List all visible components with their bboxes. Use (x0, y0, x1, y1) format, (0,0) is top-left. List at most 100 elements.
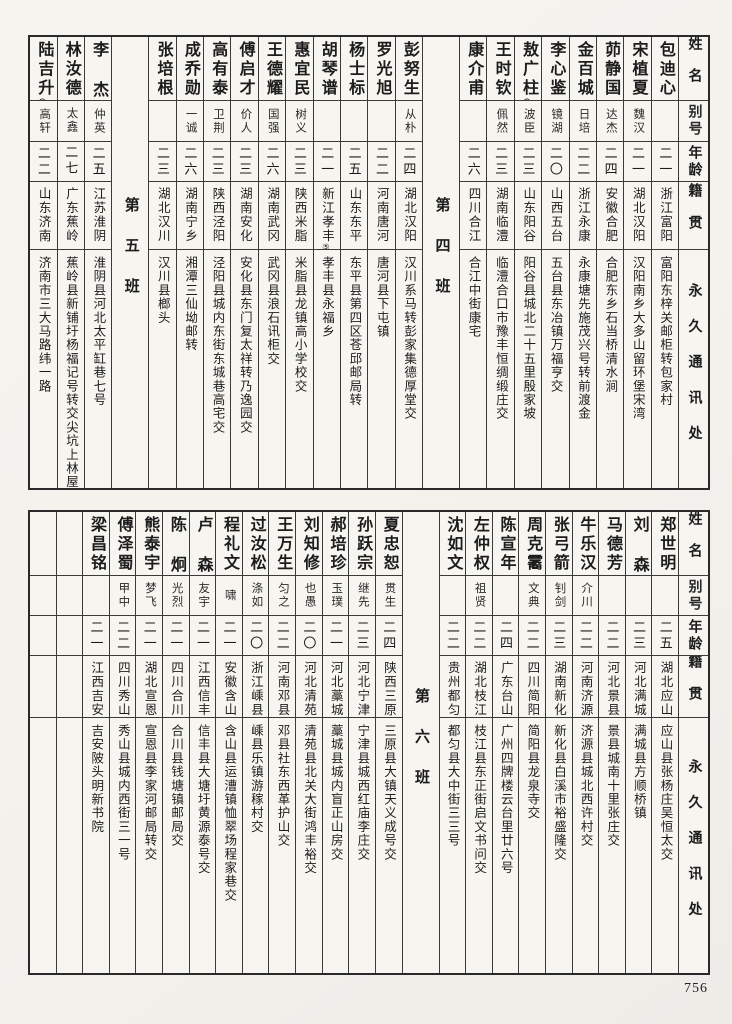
native-cell-text: 安徽合肥 (603, 187, 618, 243)
header-address-text: 永久通讯处 (686, 282, 702, 462)
native-cell-text: 湖南临澧 (493, 187, 508, 243)
age-cell: 二二 (466, 616, 492, 656)
native-cell-text: 山东济南 (36, 187, 51, 243)
alias-cell-text: 继先 (356, 582, 369, 609)
native-cell: 安徽合肥 (596, 182, 624, 250)
name-cell: 周克霱 (519, 512, 545, 576)
person-column: 高有泰 卫荆 二三 陕西泾阳 泾阳县城内东街东城巷高宅交 (203, 37, 231, 488)
person-column: 程礼文啸二一 安徽含山 含山县运漕镇恤翠场程家巷交 (215, 512, 242, 973)
alias-cell: 达杰 (596, 101, 624, 142)
address-cell: 秀山县城内西街三一号 (110, 718, 136, 973)
native-cell-text: 山西五台 (548, 187, 563, 243)
address-cell-text: 湘潭三仙坳邮转 (183, 256, 198, 352)
name-cell-text: 刘森 (630, 516, 648, 576)
age-cell: 二五 (652, 616, 678, 656)
alias-cell-text: 太鑫 (65, 107, 78, 135)
address-cell: 藁城县城内盲正山房交 (323, 718, 349, 973)
alias-cell-text: 树义 (294, 107, 307, 135)
name-cell: 傅泽蜀 (109, 512, 136, 576)
native-cell: 贵州都匀 (439, 656, 466, 718)
native-cell: 四川简阳 (519, 656, 545, 718)
alias-cell-text: 一诚 (184, 107, 197, 135)
alias-cell-text: 魏汉 (632, 107, 645, 135)
header-alias: 别号 (679, 101, 708, 142)
age-cell: 二二 (368, 142, 395, 182)
address-cell-text: 满城县方顺桥镇 (631, 724, 646, 820)
alias-cell (492, 576, 519, 616)
address-cell-text: 广州四牌楼云台里廿六号 (498, 724, 513, 875)
native-cell: 江西吉安 (83, 656, 109, 718)
name-cell-text: 李心鉴 (547, 41, 565, 98)
person-column: 孙跃宗 继先 二三 河北宁津 宁津县城西红庙李庄交 (348, 512, 375, 973)
native-cell-text: 陕西三原 (381, 661, 396, 717)
address-cell: 淮阴县河北太平缸巷七号 (85, 250, 111, 488)
address-cell-text: 安化县东门复太祥转乃逸园交 (237, 256, 252, 435)
native-cell-text: 湖北汉阳 (402, 187, 417, 243)
age-cell (29, 616, 56, 656)
person-column: 王万生 匀之 二二 河南邓县 邓县社东西革护山交 (268, 512, 296, 973)
alias-cell: 价人 (231, 101, 258, 142)
alias-cell: 啸 (216, 576, 242, 616)
address-cell-text: 合川县钱塘镇邮局交 (169, 724, 184, 848)
person-column: 王德耀 国强 二六 湖南武冈 武冈县浪石讯柜交 (257, 37, 286, 488)
alias-cell-text: 达杰 (604, 107, 617, 135)
alias-cell-text: 匀之 (277, 582, 290, 609)
age-cell-text: 二一 (657, 145, 673, 178)
header-alias-text: 别号 (686, 578, 702, 613)
native-cell-text: 湖北汉川 (155, 187, 170, 243)
address-cell-text: 宣恩县李家河邮局转交 (142, 724, 157, 861)
address-cell-text: 东平县第四区苍邱邮局转 (347, 256, 362, 407)
age-cell-text: 二一 (319, 145, 335, 178)
native-cell-text: 浙江永康 (575, 187, 590, 243)
person-column: 过汝松 涤如 二〇 浙江嵊县 嵊县乐镇游稼村交 (241, 512, 269, 973)
alias-cell (651, 101, 678, 142)
age-cell: 二四 (395, 142, 422, 182)
native-cell: 浙江嵊县 (242, 656, 269, 718)
address-cell-text: 富阳东梓关邮柜转包家村 (658, 256, 673, 407)
address-cell-text: 永康塘先施茂兴号转前渡金 (575, 256, 590, 421)
address-cell: 汉川县榔头 (149, 250, 175, 488)
address-cell-text: 泾阳县城内东街东城巷高宅交 (210, 256, 225, 435)
age-cell: 二三 (487, 142, 514, 182)
name-cell: 傅启才 (231, 37, 258, 101)
address-cell: 合肥东乡石当桥清水涧 (597, 250, 623, 488)
native-cell-text: 陕西米脂 (292, 187, 307, 243)
alias-cell-text: 贯生 (383, 582, 396, 609)
header-native: 籍贯 (679, 182, 708, 250)
person-column: 卢森 友宇 二一 江西信丰 信丰县大塘圩黄源泰号交 (188, 512, 216, 973)
native-cell-text: 湖南安化 (237, 187, 252, 243)
name-cell: 牛乐汉 (572, 512, 599, 576)
name-cell-text: 过汝松 (247, 516, 265, 573)
address-cell: 汉阳南乡大多山留环堡宋湾 (624, 250, 650, 488)
age-cell-text: 二三 (520, 145, 536, 178)
alias-cell-text: 玉璞 (330, 582, 343, 609)
person-column: 周克霱 文典 二二 四川简阳 简阳县龙泉寺交 (518, 512, 545, 973)
address-cell: 武冈县浪石讯柜交 (259, 250, 285, 488)
person-column: 罗光旭 二二 河南唐河 唐河县下屯镇 (367, 37, 395, 488)
age-cell-text: 二〇 (547, 145, 563, 178)
native-cell-text: 湖北汉阳 (630, 187, 645, 243)
alias-cell: 国强 (258, 101, 286, 142)
person-column: 成乔勋 一诚 二六 湖南宁乡 湘潭三仙坳邮转 (175, 37, 203, 488)
name-cell-text: 高有泰 (209, 41, 227, 98)
address-cell-text: 信丰县大塘圩黄源泰号交 (195, 724, 210, 875)
age-cell: 二六 (258, 142, 286, 182)
native-cell-text: 山东东平 (347, 187, 362, 243)
native-cell-text: 河北景县 (605, 661, 620, 717)
name-cell-text: 程礼文 (221, 516, 239, 573)
name-cell-text: 卢森 (194, 516, 212, 576)
address-cell-text: 唐河县下屯镇 (374, 256, 389, 339)
name-cell-text: 杨士标 (346, 41, 364, 98)
native-cell: 河北清苑 (296, 656, 322, 718)
address-cell-text: 新化县白溪市裕盛隆交 (552, 724, 566, 861)
person-column: 杨士标 二五 山东东平 东平县第四区苍邱邮局转 (339, 37, 368, 488)
class-marker-label: 第四班 (423, 37, 459, 488)
name-cell-text: 夏忠恕 (380, 516, 398, 573)
age-cell-text: 二三 (551, 619, 567, 652)
name-cell-text: 王万生 (274, 516, 292, 573)
age-cell-text: 二二 (35, 145, 51, 178)
empty-column (29, 512, 56, 973)
alias-cell (439, 576, 466, 616)
address-cell: 新化县白溪市裕盛隆交 (546, 718, 572, 973)
alias-cell-text: 也愚 (303, 582, 316, 609)
